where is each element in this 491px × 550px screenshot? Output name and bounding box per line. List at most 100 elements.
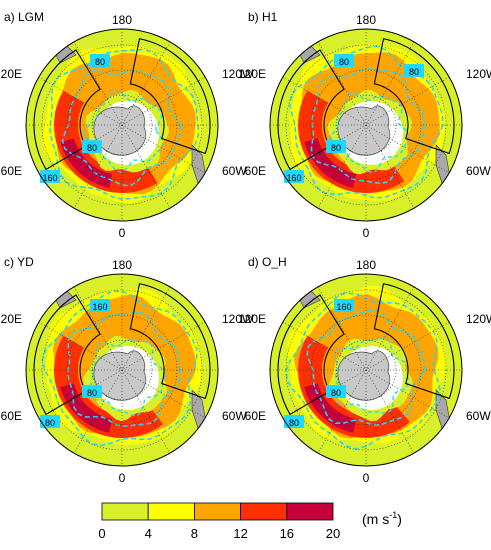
svg-text:80: 80 — [331, 143, 341, 153]
svg-text:80: 80 — [45, 418, 55, 428]
svg-text:80: 80 — [289, 418, 299, 428]
colorbar-tick-label: 16 — [280, 526, 294, 541]
colorbar: 0 4 8 12 16 20 (m s-1) — [98, 502, 402, 541]
svg-text:80: 80 — [95, 57, 105, 67]
lon-label-right-upper: 120W — [466, 312, 491, 326]
antarctica-land — [337, 350, 391, 401]
pacific-sector-box — [129, 38, 211, 155]
colorbar-swatch — [147, 502, 195, 521]
colorbar-tick-label: 8 — [191, 526, 198, 541]
lon-label-right-lower: 60W — [222, 409, 247, 423]
field-16-20 — [60, 383, 113, 433]
lon-label-right-lower: 60W — [466, 409, 491, 423]
contour-value-label: 80 — [90, 54, 110, 67]
colorbar-tick-label: 12 — [233, 526, 247, 541]
map-boundary — [269, 28, 463, 222]
contour-value-label: 160 — [40, 170, 60, 183]
lon-label-left-lower: 60E — [245, 409, 266, 423]
meridian-line — [73, 286, 171, 454]
colorbar-tick-label: 4 — [145, 526, 152, 541]
lon-label-left-upper: 120E — [238, 67, 266, 81]
contour-value-label: 80 — [82, 385, 102, 398]
indian-sector-box — [33, 294, 101, 416]
panel-title: d) O_H — [248, 255, 287, 269]
colorbar-tick-label: 0 — [98, 526, 105, 541]
lon-label-right-lower: 60W — [466, 164, 491, 178]
lon-label-right-upper: 120W — [222, 67, 254, 81]
lon-label-bottom: 0 — [363, 471, 370, 485]
lon-label-bottom: 0 — [363, 226, 370, 240]
lon-label-left-upper: 120E — [0, 312, 22, 326]
latitude-circle — [285, 44, 447, 206]
lon-label-left-lower: 60E — [1, 164, 22, 178]
africa-land — [275, 443, 303, 465]
lon-label-bottom: 0 — [119, 226, 126, 240]
lon-label-right-lower: 60W — [222, 164, 247, 178]
contour-value-label: 80 — [326, 140, 346, 153]
lon-label-top: 180 — [356, 258, 376, 272]
indian-sector-box — [277, 294, 345, 416]
indian-sector-box — [277, 49, 345, 171]
lon-label-left-upper: 120E — [238, 312, 266, 326]
meridian-line — [282, 76, 450, 174]
latitude-circle — [41, 289, 203, 451]
contour-value-label: 80 — [326, 385, 346, 398]
panel-title: c) YD — [4, 255, 34, 269]
africa-land — [31, 198, 59, 220]
contour-line — [83, 89, 164, 173]
latitude-circle — [285, 289, 447, 451]
colorbar-swatch — [193, 502, 241, 521]
svg-text:160: 160 — [336, 302, 351, 312]
lon-label-top: 180 — [356, 13, 376, 27]
field-16-20 — [304, 138, 357, 188]
contour-line — [87, 339, 166, 417]
lon-label-left-lower: 60E — [245, 164, 266, 178]
svg-text:160: 160 — [286, 173, 301, 183]
lon-label-right-upper: 120W — [222, 312, 254, 326]
svg-text:80: 80 — [339, 57, 349, 67]
contour-value-label: 80 — [40, 415, 60, 428]
pacific-sector-box — [129, 283, 211, 400]
svg-text:160: 160 — [92, 302, 107, 312]
lon-label-bottom: 0 — [119, 471, 126, 485]
meridian-line — [73, 286, 171, 454]
contour-line — [328, 92, 410, 173]
pacific-sector-box — [373, 283, 455, 400]
panel-yd: 160 80 80 c) YD 180 120E 120W 60E 60W 0 — [0, 255, 254, 485]
antarctica-land — [93, 350, 147, 401]
colorbar-swatch — [101, 502, 149, 521]
antarctica-land — [93, 105, 147, 156]
contour-value-label: 160 — [284, 170, 304, 183]
contour-value-label: 80 — [334, 54, 354, 67]
contour-value-label: 80 — [82, 140, 102, 153]
panel-oh: 160 80 80 d) O_H 180 120E 120W 60E 60W 0 — [238, 255, 491, 485]
field-16-20 — [304, 383, 357, 433]
lon-label-right-upper: 120W — [466, 67, 491, 81]
africa-land — [275, 198, 303, 220]
colorbar-unit: (m s-1) — [362, 510, 402, 527]
contour-line — [334, 337, 409, 414]
contour-value-label: 160 — [334, 299, 354, 312]
latitude-circle — [41, 44, 203, 206]
svg-text:80: 80 — [409, 67, 419, 77]
contour-value-label: 80 — [284, 415, 304, 428]
panel-h1: 80 80 160 80 b) H1 180 120E 120W 60E 60W 0 — [238, 10, 491, 240]
svg-text:160: 160 — [42, 173, 57, 183]
meridian-line — [317, 41, 415, 209]
lon-label-left-lower: 60E — [1, 409, 22, 423]
panel-title: a) LGM — [4, 10, 44, 24]
lon-label-left-upper: 120E — [0, 67, 22, 81]
contour-line — [285, 292, 441, 450]
africa-land — [31, 443, 59, 465]
contour-line — [41, 290, 198, 447]
map-boundary — [269, 273, 463, 467]
panel-title: b) H1 — [248, 10, 278, 24]
panel-lgm: 80 80 160 a) LGM 180 120E 120W 60E 60W 0 — [0, 10, 254, 240]
svg-text:80: 80 — [87, 388, 97, 398]
colorbar-swatch — [240, 502, 288, 521]
map-boundary — [25, 28, 219, 222]
svg-text:80: 80 — [87, 143, 97, 153]
lon-label-top: 180 — [112, 13, 132, 27]
contour-value-label: 160 — [90, 299, 110, 312]
